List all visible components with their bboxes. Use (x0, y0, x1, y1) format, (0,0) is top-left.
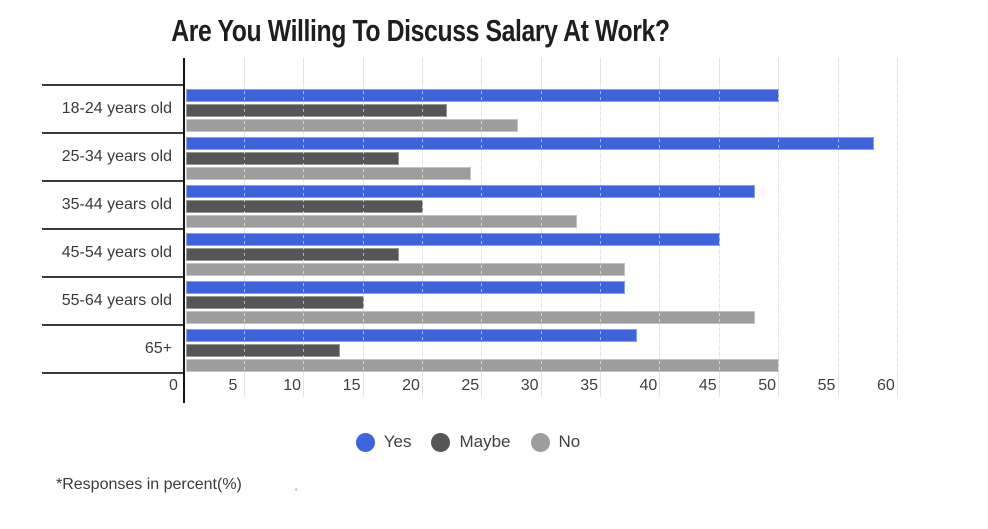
row-separator (42, 180, 184, 182)
legend-item-maybe: Maybe (431, 432, 511, 452)
bar-no (185, 214, 578, 228)
x-tick-25: 25 (461, 377, 480, 394)
bar-no (185, 262, 625, 276)
legend: Yes Maybe No (0, 432, 936, 452)
bar-no (185, 310, 756, 324)
x-tick-0: 0 (169, 377, 178, 394)
bar-maybe (185, 103, 447, 117)
bar-yes (185, 184, 756, 198)
y-axis-line (182, 58, 185, 403)
bar-group-65+ (185, 325, 934, 373)
gridline-overlay-60 (896, 85, 898, 373)
bar-yes (185, 232, 720, 246)
legend-label: Maybe (459, 432, 511, 451)
row-separator (42, 324, 184, 326)
bar-maybe (185, 151, 400, 165)
legend-label: No (558, 432, 581, 451)
bar-group-25-34-years-old (185, 133, 934, 181)
x-tick-5: 5 (228, 377, 238, 394)
bar-group-55-64-years-old (185, 277, 934, 325)
x-tick-50: 50 (758, 377, 777, 394)
x-tick-35: 35 (580, 377, 598, 394)
legend-dot-yes-icon (355, 432, 375, 452)
stray-mark: ' (295, 487, 298, 499)
bar-yes (185, 136, 875, 150)
bar-maybe (185, 343, 340, 357)
gridline-overlay-35 (600, 85, 602, 373)
category-label: 65+ (144, 340, 172, 357)
legend-dot-no-icon (530, 432, 550, 452)
chart-title: Are You Willing To Discuss Salary At Wor… (0, 13, 840, 49)
category-label: 55-64 years old (61, 292, 172, 309)
gridline-overlay-40 (659, 85, 661, 373)
category-labels: 18-24 years old 25-34 years old 35-44 year… (0, 85, 174, 373)
category-label: 45-54 years old (61, 244, 172, 261)
bar-group-35-44-years-old (185, 181, 934, 229)
bar-yes (185, 328, 637, 342)
bars-layer (185, 85, 934, 373)
footnote: *Responses in percent(%) (56, 476, 242, 493)
gridline-overlay-20 (422, 85, 423, 373)
gridline-overlay-10 (303, 85, 305, 373)
x-tick-55: 55 (817, 377, 836, 394)
category-label: 18-24 years old (61, 100, 172, 117)
row-separator (42, 276, 184, 278)
legend-item-no: No (530, 432, 581, 452)
x-tick-15: 15 (342, 377, 361, 394)
x-tick-45: 45 (698, 377, 717, 394)
bar-maybe (185, 247, 400, 261)
gridline-overlay-45 (718, 85, 720, 373)
gridline-overlay-50 (778, 85, 780, 373)
bar-no (185, 118, 518, 132)
bar-maybe (185, 295, 364, 309)
x-tick-60: 60 (876, 377, 895, 394)
row-separator (42, 228, 184, 230)
bar-no (185, 358, 780, 372)
gridline-overlay-25 (481, 85, 483, 373)
gridline-overlay-55 (837, 85, 839, 373)
x-tick-30: 30 (520, 377, 539, 394)
row-separator (42, 132, 184, 134)
legend-item-yes: Yes (355, 432, 412, 452)
legend-dot-maybe-icon (431, 432, 451, 452)
category-label: 35-44 years old (61, 196, 172, 213)
legend-label: Yes (383, 432, 412, 451)
bar-maybe (185, 199, 423, 213)
row-separator (42, 372, 184, 374)
x-tick-20: 20 (402, 377, 420, 394)
bar-group-18-24-years-old (185, 85, 934, 133)
chart-title-text: Are You Willing To Discuss Salary At Wor… (170, 13, 670, 48)
gridline-overlay-5 (243, 85, 245, 373)
bar-yes (185, 280, 625, 294)
gridline-overlay-30 (540, 85, 542, 373)
bar-no (185, 166, 471, 180)
bar-yes (185, 88, 780, 102)
x-tick-10: 10 (283, 377, 302, 394)
row-separator (42, 84, 184, 86)
gridline-overlay-15 (362, 85, 364, 373)
bar-group-45-54-years-old (185, 229, 934, 277)
category-label: 25-34 years old (61, 148, 172, 165)
x-tick-40: 40 (639, 377, 658, 394)
